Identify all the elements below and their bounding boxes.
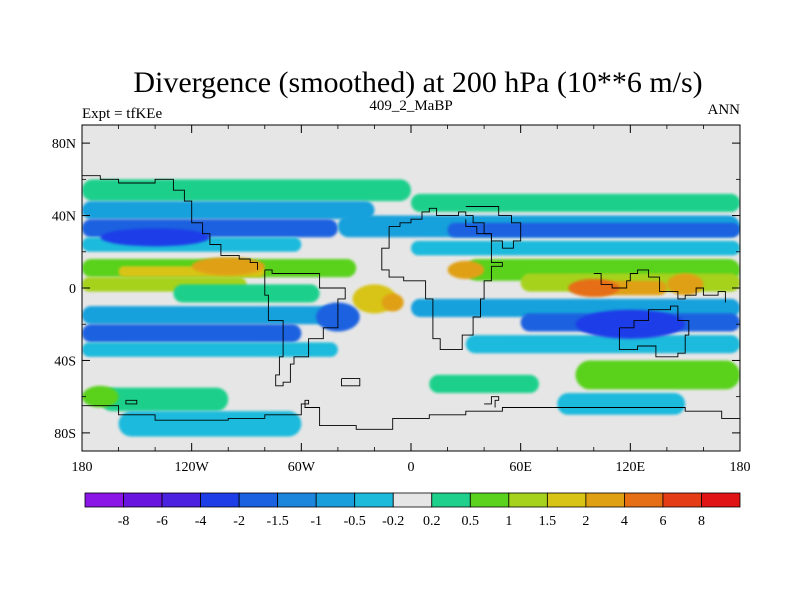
- colorbar-label: 1.5: [539, 514, 557, 529]
- colorbar-label: -0.2: [382, 514, 404, 529]
- coastline-segment-1: [264, 269, 346, 387]
- y-tick-label: 40S: [54, 354, 76, 369]
- coastline-segment-8: [125, 399, 138, 405]
- colorbar-label: -0.5: [344, 514, 366, 529]
- x-tick-label: 180: [730, 460, 751, 475]
- contour-blob-5: [666, 273, 704, 296]
- coastline-segment-2: [618, 305, 690, 358]
- coastline-segment-5: [82, 175, 258, 270]
- colorbar-label: 6: [659, 514, 666, 529]
- coastline-segment-6: [465, 206, 522, 249]
- colorbar-swatch-8: [392, 492, 433, 508]
- plot-area: 180 120W 60W 0 60E 120E 180 80N 40N 0 40S 80S: [52, 124, 751, 475]
- colorbar: -8 -6 -4 -2 -1.5 -1 -0.5 -0.2 0.2 0.5 1 1.5 2 4 6 8: [84, 492, 741, 529]
- colorbar-swatch-10: [469, 492, 510, 508]
- contour-band-9: [82, 324, 302, 343]
- contour-blob-4: [568, 278, 620, 298]
- contour-blob-9: [82, 385, 119, 408]
- coastline-segment-0: [381, 207, 503, 351]
- chart-title: Divergence (smoothed) at 200 hPa (10**6 …: [133, 66, 702, 99]
- contour-band-1: [82, 201, 375, 220]
- contour-band-0: [82, 179, 411, 202]
- colorbar-label: 4: [621, 514, 628, 529]
- colorbar-label: -6: [156, 514, 168, 529]
- colorbar-label: 0.2: [423, 514, 441, 529]
- x-tick-label: 120W: [175, 460, 210, 475]
- colorbar-swatch-14: [624, 492, 664, 508]
- colorbar-swatch-0: [84, 492, 124, 508]
- colorbar-label: -8: [118, 514, 130, 529]
- x-tick-label: 0: [408, 460, 415, 475]
- colorbar-label: 2: [582, 514, 589, 529]
- contour-band-10: [82, 342, 338, 357]
- colorbar-label: 1: [505, 514, 512, 529]
- contour-band-7: [173, 284, 320, 303]
- contour-blob-8: [100, 228, 210, 247]
- coastline-segment-4: [82, 399, 740, 430]
- colorbar-swatch-13: [585, 492, 625, 508]
- contour-band-23: [575, 360, 740, 390]
- colorbar-label: -1.5: [267, 514, 289, 529]
- contour-blob-7: [575, 309, 686, 339]
- x-tick-label: 60W: [288, 460, 316, 475]
- colorbar-label: 0.5: [462, 514, 480, 529]
- x-tick-label: 180: [72, 460, 93, 475]
- contour-blob-3: [447, 260, 485, 279]
- colorbar-swatch-16: [701, 492, 741, 508]
- colorbar-swatch-2: [161, 492, 201, 508]
- contour-band-11: [100, 387, 229, 412]
- y-tick-label: 40N: [52, 210, 76, 225]
- colorbar-label: -1: [310, 514, 322, 529]
- y-tick-label: 0: [69, 282, 76, 297]
- colorbar-label: 8: [698, 514, 705, 529]
- contour-band-12: [118, 411, 302, 437]
- y-tick-label: 80S: [54, 427, 76, 442]
- colorbar-swatch-12: [546, 492, 587, 508]
- y-tick-label: 80N: [52, 137, 76, 152]
- contour-band-13: [411, 193, 740, 212]
- subtitle-center: 409_2_MaBP: [369, 98, 452, 114]
- colorbar-swatch-1: [123, 492, 163, 508]
- colorbar-label: -2: [233, 514, 245, 529]
- colorbar-swatch-6: [315, 492, 356, 508]
- contour-band-8: [82, 306, 338, 325]
- colorbar-swatch-9: [431, 492, 471, 508]
- x-tick-label: 60E: [509, 460, 532, 475]
- coastline-segment-3: [593, 269, 726, 303]
- coastline-segment-7: [341, 378, 361, 387]
- contour-band-22: [465, 335, 740, 354]
- colorbar-swatch-5: [277, 492, 317, 508]
- coastline-segment-9: [484, 396, 500, 408]
- colorbar-label: -4: [195, 514, 207, 529]
- colorbar-swatch-3: [200, 492, 240, 508]
- colorbar-swatch-4: [238, 492, 279, 508]
- colorbar-swatch-15: [662, 492, 702, 508]
- x-axis: 180 120W 60W 0 60E 120E 180: [72, 125, 751, 475]
- contour-blob-2: [381, 293, 404, 312]
- contour-band-25: [557, 393, 686, 415]
- coastline-outline: [82, 175, 740, 430]
- contour-band-16: [411, 240, 740, 256]
- x-tick-label: 120E: [616, 460, 646, 475]
- y-axis: 80N 40N 0 40S 80S: [52, 137, 740, 442]
- colorbar-swatch-7: [354, 492, 394, 508]
- contour-band-24: [429, 374, 539, 394]
- contour-blob-0: [191, 257, 265, 276]
- subtitle-left: Expt = tfKEe: [82, 106, 162, 122]
- contour-fill-layer: [82, 179, 740, 437]
- colorbar-swatch-11: [508, 492, 548, 508]
- subtitle-right: ANN: [708, 102, 741, 118]
